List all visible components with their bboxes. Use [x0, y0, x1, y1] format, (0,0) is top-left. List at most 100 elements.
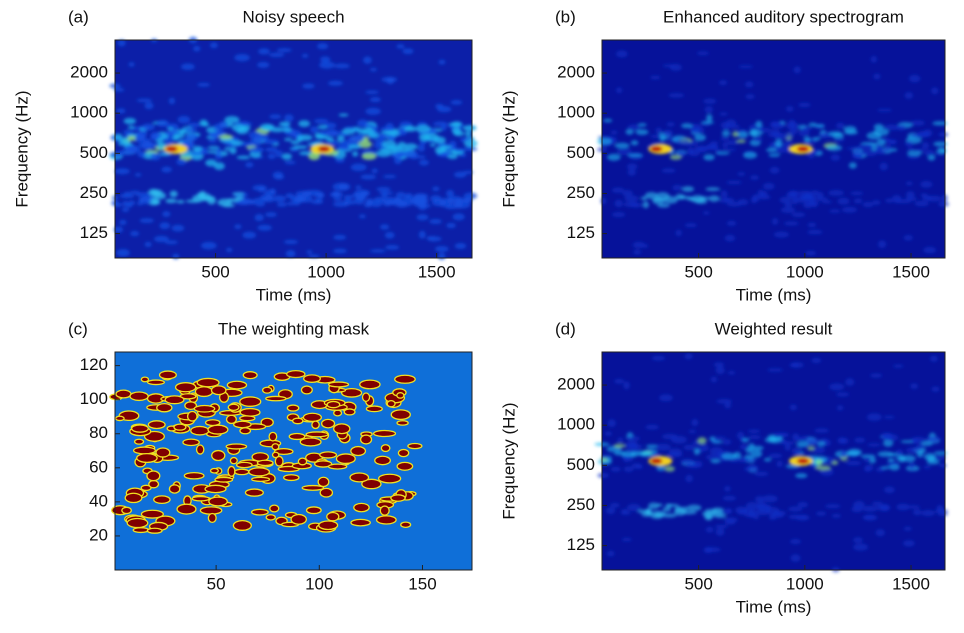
- spectrogram-blob: [609, 502, 620, 508]
- spectrogram-blob: [914, 200, 929, 207]
- spectrogram-blob: [440, 197, 455, 203]
- spectrogram-blob: [791, 447, 803, 455]
- spectrogram-blob: [743, 151, 758, 159]
- spectrogram-blob: [637, 123, 647, 127]
- spectrogram-blob: [685, 463, 702, 469]
- spectrogram-blob: [272, 171, 284, 179]
- mask-blob: [265, 395, 287, 402]
- spectrogram-blob: [187, 122, 201, 128]
- spectrogram-blob: [657, 203, 670, 208]
- spectrogram-blob: [607, 153, 621, 161]
- mask-blob: [321, 418, 336, 429]
- spectrogram-blob: [748, 443, 755, 451]
- y-tick-label: 125: [567, 223, 595, 242]
- spectrogram-blob: [931, 386, 940, 392]
- spectrogram-blob: [795, 436, 804, 442]
- spectrogram-blob: [378, 132, 388, 140]
- mask-blob: [232, 520, 252, 531]
- mask-blob: [286, 404, 300, 412]
- spectrogram-blob: [293, 145, 308, 150]
- spectrogram-blob: [896, 503, 910, 511]
- axes-frame: [601, 351, 946, 571]
- spectrogram-blob: [352, 151, 359, 157]
- spectrogram-blob: [910, 120, 925, 126]
- spectrogram-blob: [862, 150, 878, 157]
- spectrogram-blob: [616, 50, 628, 58]
- spectrogram-blob: [142, 123, 155, 131]
- mask-blob: [335, 453, 356, 465]
- spectrogram-blob: [450, 100, 463, 105]
- spectrogram-blob: [913, 509, 922, 516]
- mask-blob: [317, 476, 330, 488]
- spectrogram-blob: [399, 121, 413, 127]
- spectrogram-blob: [116, 248, 130, 257]
- spectrogram-blob: [866, 413, 882, 421]
- spectrogram-blob: [337, 142, 353, 151]
- spectrogram-blob: [923, 246, 937, 254]
- spectrogram-blob: [877, 108, 893, 112]
- spectrogram-blob: [795, 473, 808, 479]
- spectrogram-blob: [236, 155, 251, 160]
- spectrogram-blob: [603, 118, 613, 123]
- spectrogram-blob: [896, 124, 907, 131]
- spectrogram-blob: [815, 123, 825, 128]
- spectrogram-blob: [831, 513, 842, 518]
- spectrogram-blob: [789, 363, 799, 368]
- spectrogram-blob: [814, 428, 829, 433]
- spectrogram-blob: [356, 128, 368, 134]
- spectrogram-blob: [804, 192, 813, 198]
- spectrogram-blob: [769, 166, 780, 174]
- spectrogram-blob: [127, 125, 135, 129]
- spectrogram-blob: [380, 126, 394, 132]
- spectrogram-blob: [235, 196, 244, 200]
- mask-blob: [239, 427, 252, 435]
- spectrogram-blob: [661, 168, 676, 173]
- spectrogram-blob: [750, 449, 763, 458]
- mask-blob: [297, 457, 308, 466]
- spectrogram-blob: [712, 440, 723, 444]
- spectrogram-blob: [381, 140, 397, 149]
- spectrogram-blob: [144, 102, 154, 110]
- spectrogram-blob: [301, 53, 309, 58]
- spectrogram-blob: [779, 439, 787, 444]
- mask-blob: [193, 404, 216, 413]
- spectrogram-blob: [766, 147, 777, 153]
- panel: 500 1000 1500 125 250 500 1000 2000 Weighted res…: [499, 319, 949, 616]
- spectrogram-blob: [123, 129, 134, 135]
- spectrogram-blob: [600, 197, 607, 205]
- spectrogram-blob: [114, 168, 130, 175]
- spectrogram-blob: [722, 439, 732, 445]
- spectrogram-peak: [318, 146, 331, 152]
- mask-blob: [333, 409, 343, 417]
- spectrogram-blob: [666, 122, 675, 127]
- spectrogram-blob: [218, 134, 233, 140]
- spectrogram-blob: [684, 353, 693, 360]
- spectrogram-blob: [164, 240, 178, 245]
- spectrogram-texture: [597, 50, 950, 256]
- mask-blob: [147, 420, 166, 430]
- spectrogram-blob: [824, 504, 841, 509]
- spectrogram-blob: [200, 241, 217, 250]
- spectrogram-blob: [929, 355, 938, 362]
- spectrogram-blob: [249, 138, 262, 147]
- spectrogram-blob: [427, 236, 442, 242]
- spectrogram-blob: [613, 443, 626, 449]
- spectrogram-blob: [895, 449, 904, 456]
- spectrogram-blob: [284, 160, 296, 165]
- spectrogram-blob: [754, 495, 765, 503]
- spectrogram-blob: [759, 128, 772, 133]
- spectrogram-blob: [904, 92, 913, 99]
- spectrogram-blob: [898, 454, 906, 463]
- mask-blob: [168, 484, 181, 494]
- spectrogram-blob: [255, 201, 266, 207]
- spectrogram-blob: [745, 94, 755, 100]
- y-tick-label: 40: [89, 491, 108, 510]
- mask-blob: [361, 478, 382, 490]
- mask-blob: [182, 438, 200, 447]
- spectrogram-blob: [605, 507, 616, 515]
- spectrogram-blob: [686, 197, 699, 201]
- spectrogram-blob: [844, 130, 859, 135]
- spectrogram-blob: [685, 474, 693, 483]
- y-axis-label: Frequency (Hz): [12, 90, 31, 207]
